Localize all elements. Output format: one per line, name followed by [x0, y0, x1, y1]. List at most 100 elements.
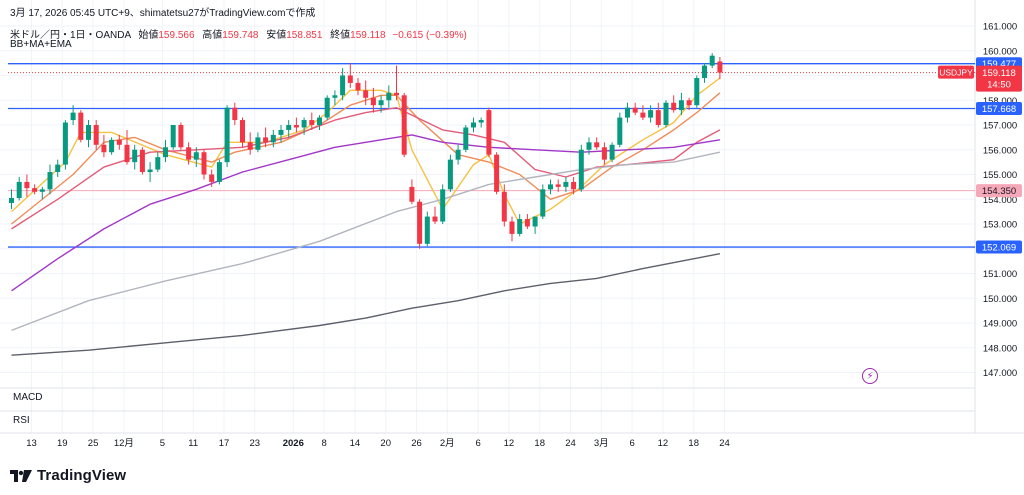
candle-body — [224, 107, 230, 163]
chart-caption: 3月 17, 2026 05:45 UTC+9、shimatetsu27がTra… — [10, 8, 316, 19]
candle-body — [347, 75, 353, 83]
symbol-badge-label: USDJPY — [939, 68, 973, 78]
candle — [424, 211, 430, 247]
candle — [147, 162, 153, 182]
candle — [494, 152, 500, 195]
candle — [193, 147, 199, 168]
candle — [247, 132, 253, 155]
candle — [201, 149, 207, 180]
candle — [678, 92, 684, 116]
flash-icon[interactable]: ⚡ — [862, 368, 878, 384]
candle-body — [139, 149, 145, 173]
time-tick-label: 24 — [565, 438, 576, 449]
candle — [9, 189, 14, 210]
time-tick-label: 13 — [26, 438, 37, 449]
candle-body — [301, 120, 307, 128]
candle — [263, 127, 269, 148]
candle — [463, 125, 469, 153]
candle — [116, 134, 122, 150]
candle-body — [216, 162, 222, 182]
candle-body — [471, 122, 476, 128]
indicator-legend[interactable]: BB+MA+EMA — [10, 39, 72, 50]
candle — [332, 90, 338, 106]
candle — [378, 95, 384, 113]
candle-body — [124, 144, 130, 163]
candle-body — [101, 144, 107, 153]
low-label: 安値 — [266, 30, 287, 41]
candle-body — [55, 164, 61, 173]
candle — [224, 105, 230, 168]
candle — [370, 87, 376, 113]
candle — [625, 102, 630, 123]
candle-body — [70, 112, 76, 121]
candle-body — [417, 201, 423, 244]
candle — [309, 112, 315, 130]
time-tick-label: 6 — [475, 438, 480, 449]
moving-average-lines — [11, 77, 721, 356]
candle — [417, 199, 423, 249]
grid-lines — [0, 0, 975, 433]
candle-body — [109, 139, 115, 153]
candle-body — [255, 137, 261, 150]
candle-body — [163, 147, 168, 158]
candle — [155, 152, 161, 173]
time-tick-label: 24 — [719, 438, 730, 449]
candle — [340, 68, 346, 101]
candle — [517, 214, 523, 237]
candle-body — [702, 65, 707, 78]
candle-body — [32, 188, 38, 192]
candle-body — [209, 174, 215, 182]
tradingview-logo[interactable]: TradingView — [10, 467, 126, 484]
symbol-label[interactable]: 米ドル／円・1日・OANDA — [10, 30, 131, 41]
ma-line-ma_300 — [11, 253, 721, 356]
candle-body — [9, 198, 14, 203]
candle — [540, 184, 546, 220]
candle-body — [363, 90, 369, 98]
candle-body — [370, 97, 376, 106]
candle-body — [86, 125, 91, 140]
candle-body — [424, 216, 430, 244]
ma-line-ma_long — [11, 134, 721, 292]
candle — [93, 120, 99, 150]
candle-body — [401, 95, 407, 155]
macd-pane-label[interactable]: MACD — [13, 392, 43, 403]
candle-body — [378, 100, 384, 106]
candle — [686, 97, 692, 111]
candle-body — [147, 169, 153, 173]
candle-body — [186, 147, 192, 160]
time-tick-label: 3月 — [594, 438, 609, 449]
candle-body — [240, 120, 245, 143]
candle-body — [517, 219, 523, 234]
candle — [671, 95, 677, 113]
rsi-pane-label[interactable]: RSI — [13, 415, 30, 426]
candle-body — [178, 125, 184, 148]
candle-body — [640, 112, 646, 118]
candle — [432, 206, 438, 224]
candle-body — [93, 125, 99, 145]
low-value: 158.851 — [286, 30, 323, 41]
price-tick-label: 161.000 — [983, 22, 1017, 33]
price-tick-label: 151.000 — [983, 269, 1017, 280]
price-tick-label: 156.000 — [983, 145, 1017, 156]
candle-body — [494, 154, 500, 192]
countdown-label: 14:50 — [987, 80, 1011, 91]
candle — [47, 164, 53, 195]
candle-body — [155, 157, 161, 170]
time-tick-label: 12 — [658, 438, 669, 449]
candle — [532, 216, 538, 234]
candle-body — [578, 149, 584, 190]
candle-body — [617, 117, 623, 145]
candle — [209, 169, 215, 187]
price-tick-label: 155.000 — [983, 170, 1017, 181]
candle-body — [340, 75, 346, 96]
time-tick-label: 26 — [411, 438, 422, 449]
time-tick-label: 2月 — [440, 438, 455, 449]
time-tick-label: 17 — [219, 438, 230, 449]
tradingview-logo-icon — [10, 469, 32, 482]
candle — [86, 120, 91, 148]
close-value: 159.118 — [350, 30, 386, 41]
symbol-badge — [938, 65, 974, 79]
hline-price-tag — [976, 101, 1022, 115]
time-tick-label: 2026 — [283, 438, 304, 449]
